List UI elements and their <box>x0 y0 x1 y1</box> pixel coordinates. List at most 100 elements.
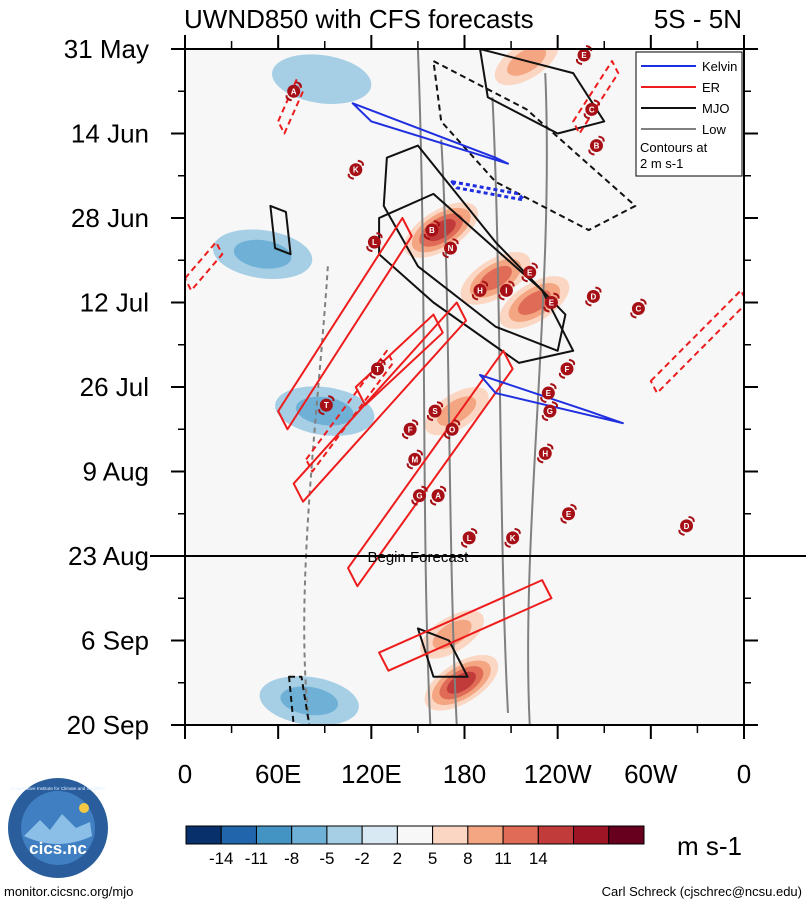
er-contour-negative <box>572 60 620 135</box>
storm-dot <box>543 404 557 418</box>
er-contour <box>354 313 444 407</box>
x-tick-label: 60W <box>624 759 678 789</box>
storm-arm <box>543 292 560 313</box>
storm-marker: K <box>347 159 364 180</box>
storm-label: E <box>527 268 533 277</box>
storm-marker: L <box>461 527 478 548</box>
colorbar-swatch <box>573 825 610 845</box>
legend-label: Low <box>702 122 726 137</box>
colorbar-label: 14 <box>529 849 548 868</box>
storm-label: B <box>429 226 435 235</box>
anomaly-patch <box>259 676 359 725</box>
storm-dot <box>412 489 426 503</box>
storm-label: N <box>448 244 454 253</box>
anomaly-patch <box>213 229 313 279</box>
mjo-contour-negative <box>432 60 637 232</box>
storm-label: A <box>291 87 297 96</box>
storm-dot <box>499 283 513 297</box>
storm-arm <box>678 515 695 536</box>
storm-arm <box>630 298 647 319</box>
storm-arm <box>429 485 447 506</box>
storm-arm <box>588 135 605 156</box>
storm-marker: A <box>429 485 447 506</box>
storm-label: L <box>372 238 377 247</box>
storm-arm <box>442 238 459 259</box>
storm-label: G <box>416 492 422 501</box>
storm-label: I <box>505 286 507 295</box>
x-tick-label: 180 <box>443 759 486 789</box>
x-tick-label: 60E <box>255 759 301 789</box>
colorbar-swatch <box>396 825 434 845</box>
storm-label: H <box>477 286 483 295</box>
storm-label: B <box>594 142 600 151</box>
storm-label: K <box>353 166 359 175</box>
storm-dot <box>585 102 599 116</box>
storm-marker: N <box>442 238 459 259</box>
forecast-layer: Begin Forecast <box>150 549 806 566</box>
storm-dot <box>586 289 600 303</box>
axes: 31 May 14 Jun 28 Jun 12 Jul 26 Jul 9 Aug 23 Au… <box>64 34 758 789</box>
low-contour-negative <box>303 266 329 725</box>
colorbar-swatch <box>608 825 645 845</box>
storm-label: S <box>432 407 438 416</box>
legend-label: MJO <box>702 101 729 116</box>
colorbar-swatch <box>255 825 293 845</box>
y-tick-label: 9 Aug <box>82 457 149 487</box>
storm-dot <box>560 362 574 376</box>
colorbar-swatch <box>467 825 504 845</box>
storm-arm <box>498 280 515 301</box>
storm-arm <box>423 220 441 241</box>
legend-label: ER <box>702 80 720 95</box>
y-tick-label: 28 Jun <box>71 203 149 233</box>
colorbar-swatch <box>361 825 398 845</box>
storm-marker: B <box>423 220 441 241</box>
storm-dot <box>562 507 576 521</box>
storm-label: H <box>542 449 548 458</box>
legend-note: Contours at <box>640 140 708 155</box>
storm-label: D <box>684 522 690 531</box>
storm-marker: H <box>471 280 489 301</box>
storm-marker: F <box>558 358 576 379</box>
storm-marker: G <box>541 401 559 422</box>
storm-label: F <box>565 365 570 374</box>
storm-arm <box>318 395 335 416</box>
low-contour <box>491 97 509 713</box>
anomaly-level <box>432 619 472 650</box>
storm-label: C <box>589 105 595 114</box>
storm-label: D <box>590 292 596 301</box>
anomaly-layer <box>213 49 579 725</box>
legend-note: 2 m s-1 <box>640 156 683 171</box>
storm-arm <box>540 383 557 404</box>
er-contour <box>292 301 468 503</box>
er-contour-negative <box>185 241 224 292</box>
storm-arm <box>347 159 364 180</box>
legend-label: Kelvin <box>702 59 737 74</box>
storm-marker: H <box>537 443 554 464</box>
storm-arm <box>426 401 444 422</box>
storm-arm <box>411 485 428 506</box>
storm-marker: S <box>426 401 444 422</box>
storm-marker: I <box>498 280 515 301</box>
mjo-contour-negative <box>288 675 311 725</box>
colorbar-swatch <box>326 825 363 845</box>
storm-marker: E <box>560 503 577 524</box>
y-tick-label: 23 Aug <box>68 541 149 571</box>
y-tick-label: 14 Jun <box>71 119 149 149</box>
storm-arm <box>366 232 383 253</box>
storm-dot <box>445 422 459 436</box>
x-tick-label: 0 <box>737 759 751 789</box>
er-contour <box>277 217 413 431</box>
storm-arm <box>585 286 602 307</box>
storm-marker: E <box>521 262 538 283</box>
storm-dot <box>544 296 558 309</box>
forecast-label: Begin Forecast <box>367 549 469 566</box>
storm-label: O <box>449 425 455 434</box>
footer-url[interactable]: monitor.cicsnc.org/mjo <box>4 884 134 899</box>
colorbar-units: m s-1 <box>677 831 742 861</box>
colorbar-swatch <box>220 825 257 845</box>
y-tick-label: 26 Jul <box>80 372 149 402</box>
storm-arm <box>583 99 600 120</box>
storm-arm <box>369 358 386 379</box>
colorbar: -14 -11 -8 -5 -2 2 5 8 11 14 m s-1 <box>185 825 742 868</box>
